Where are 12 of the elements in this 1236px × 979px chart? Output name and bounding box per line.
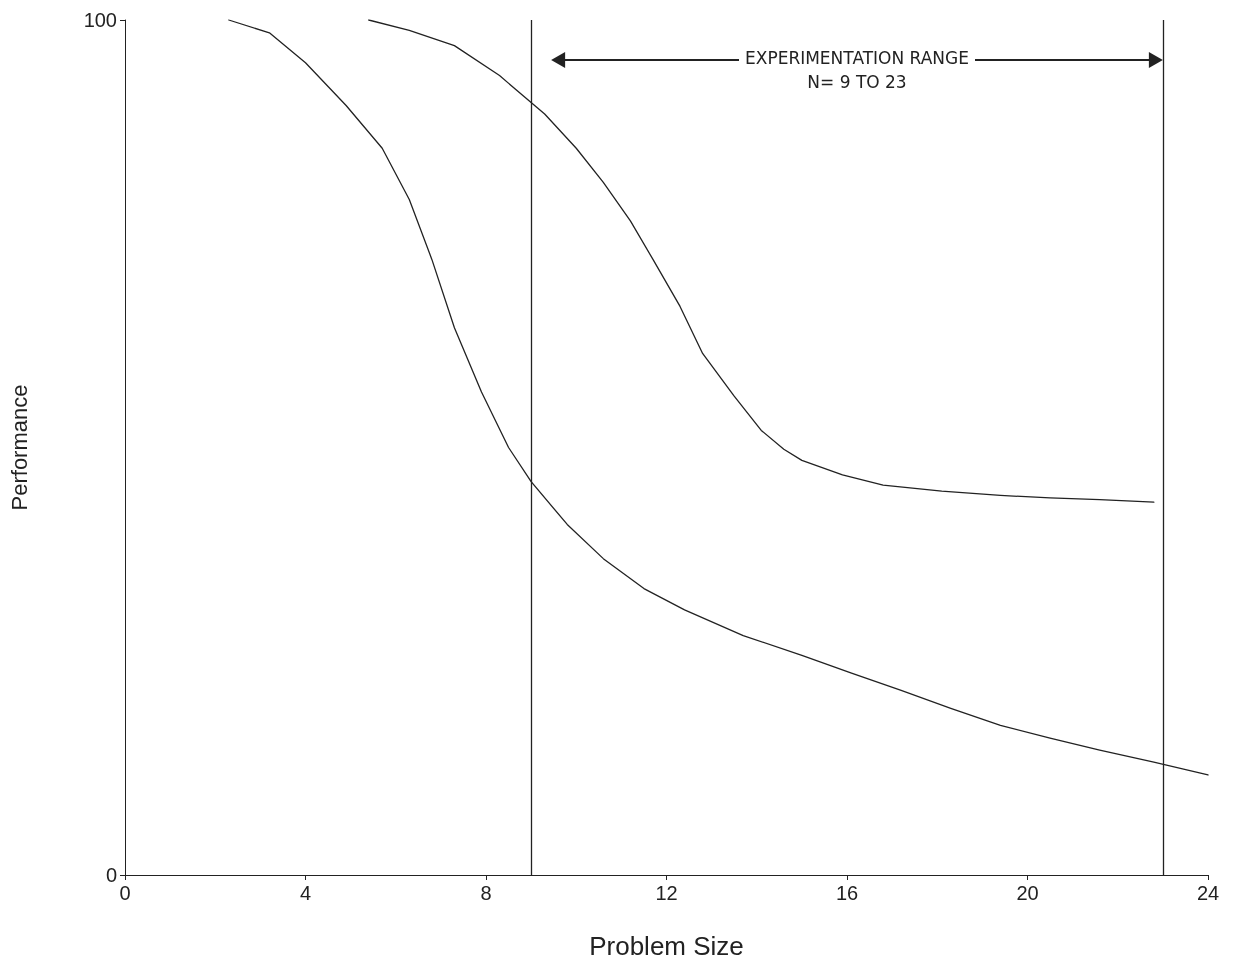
x-tick-label: 24 <box>1196 882 1220 904</box>
y-tick-label: 100 <box>83 9 117 31</box>
x-tick-label: 8 <box>480 882 492 904</box>
annotation: N= 9 TO 23 <box>807 72 907 92</box>
y-axis-title: Performance <box>6 384 32 511</box>
x-tick-label: 16 <box>835 882 859 904</box>
x-tick-label: 4 <box>299 882 312 904</box>
x-tick-label: 0 <box>119 882 131 904</box>
annotation: EXPERIMENTATION RANGE <box>739 48 975 68</box>
x-axis-title: Problem Size <box>589 931 744 961</box>
x-tick-label: 12 <box>655 882 678 904</box>
x-tick-label: 20 <box>1016 882 1039 904</box>
